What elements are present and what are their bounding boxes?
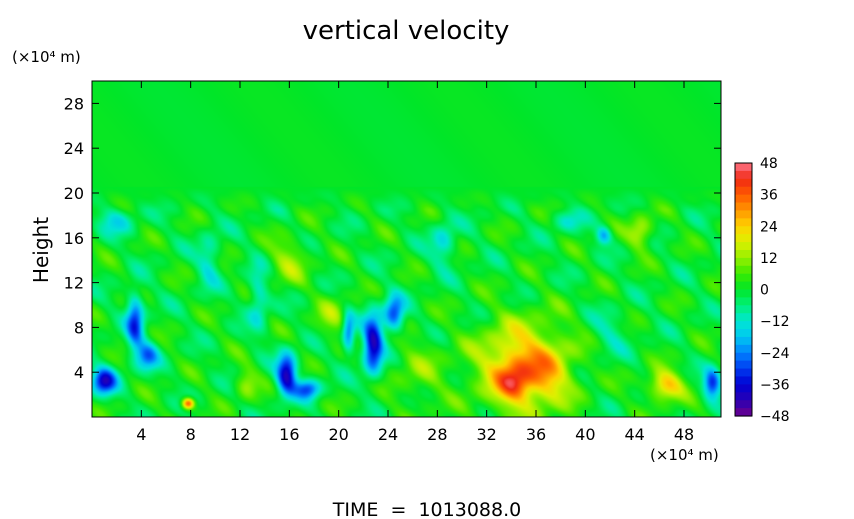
colorbar-cell xyxy=(735,194,752,204)
colorbar-tick-label: 24 xyxy=(760,219,778,235)
colorbar-cell xyxy=(735,344,752,354)
x-tick-label: 8 xyxy=(186,425,196,444)
colorbar-cell xyxy=(735,218,752,227)
x-tick-label: 48 xyxy=(674,425,694,444)
colorbar-cell xyxy=(735,360,752,370)
colorbar-cell xyxy=(735,234,752,243)
colorbar-tick-label: −48 xyxy=(760,409,790,425)
colorbar-cell xyxy=(735,273,752,283)
colorbar-cell xyxy=(735,163,752,172)
colorbar-tick-label: 36 xyxy=(760,188,778,204)
x-tick-label: 36 xyxy=(526,425,546,444)
x-tick-label: 40 xyxy=(575,425,595,444)
y-tick-label: 28 xyxy=(64,94,84,113)
colorbar-tick-label: 0 xyxy=(760,283,769,299)
colorbar-cell xyxy=(735,170,752,180)
plot-frame xyxy=(91,80,722,418)
colorbar-tick-label: 12 xyxy=(760,251,778,267)
colorbar-cell xyxy=(735,202,752,212)
colorbar: 48 36 24 12 0 −12 −24 −36 −48 xyxy=(734,156,790,425)
colorbar-cell xyxy=(735,242,752,251)
colorbar-cell xyxy=(735,186,752,196)
x-tick-label: 16 xyxy=(279,425,299,444)
colorbar-tick-label: −24 xyxy=(760,346,790,362)
y-tick-label: 12 xyxy=(64,274,84,293)
heatmap-plot xyxy=(91,80,722,418)
y-tick-label: 8 xyxy=(74,318,84,337)
colorbar-tick-label: 48 xyxy=(760,156,778,172)
x-tick-label: 20 xyxy=(328,425,348,444)
colorbar-cell xyxy=(735,178,752,188)
x-tick-label: 28 xyxy=(427,425,447,444)
colorbar-cell xyxy=(735,329,752,338)
colorbar-cell xyxy=(735,321,752,330)
chart-title: vertical velocity xyxy=(303,16,510,46)
colorbar-cell xyxy=(735,226,752,235)
colorbar-tick-label: −12 xyxy=(760,314,790,330)
x-axis-unit: (×10⁴ m) xyxy=(650,446,719,464)
colorbar-cell xyxy=(735,305,752,314)
colorbar-cell xyxy=(735,352,752,362)
x-tick-label: 32 xyxy=(476,425,496,444)
x-tick-label: 24 xyxy=(378,425,398,444)
colorbar-cell xyxy=(735,336,752,346)
colorbar-cell xyxy=(735,392,752,401)
colorbar-cell xyxy=(735,384,752,393)
y-axis-label: Height xyxy=(29,217,53,283)
y-axis-ticks: 4 8 12 16 20 24 28 xyxy=(64,94,721,382)
colorbar-tick-label: −36 xyxy=(760,377,790,393)
colorbar-cell xyxy=(735,368,752,378)
colorbar-cell xyxy=(735,400,752,409)
colorbar-cell xyxy=(735,376,752,385)
x-axis-ticks: 4 8 12 16 20 24 28 32 36 40 44 48 xyxy=(136,81,694,444)
y-tick-label: 24 xyxy=(64,139,84,158)
colorbar-cell xyxy=(735,210,752,219)
colorbar-cell xyxy=(735,265,752,275)
y-tick-label: 4 xyxy=(74,363,84,382)
colorbar-cell xyxy=(735,281,752,291)
x-tick-label: 12 xyxy=(230,425,250,444)
x-tick-label: 4 xyxy=(136,425,146,444)
colorbar-labels: 48 36 24 12 0 −12 −24 −36 −48 xyxy=(760,156,790,425)
colorbar-cell xyxy=(735,297,752,306)
colorbar-cell xyxy=(735,249,752,259)
y-tick-label: 16 xyxy=(64,229,84,248)
x-tick-label: 44 xyxy=(624,425,644,444)
y-axis-unit: (×10⁴ m) xyxy=(12,48,81,66)
colorbar-cell xyxy=(735,289,752,299)
colorbar-cell xyxy=(735,313,752,322)
colorbar-cell xyxy=(735,257,752,267)
colorbar-cell xyxy=(735,408,752,417)
y-tick-label: 20 xyxy=(64,184,84,203)
time-footer: TIME = 1013088.0 xyxy=(332,499,521,519)
colorbar-frame xyxy=(734,162,753,417)
heatmap-field xyxy=(92,81,721,417)
